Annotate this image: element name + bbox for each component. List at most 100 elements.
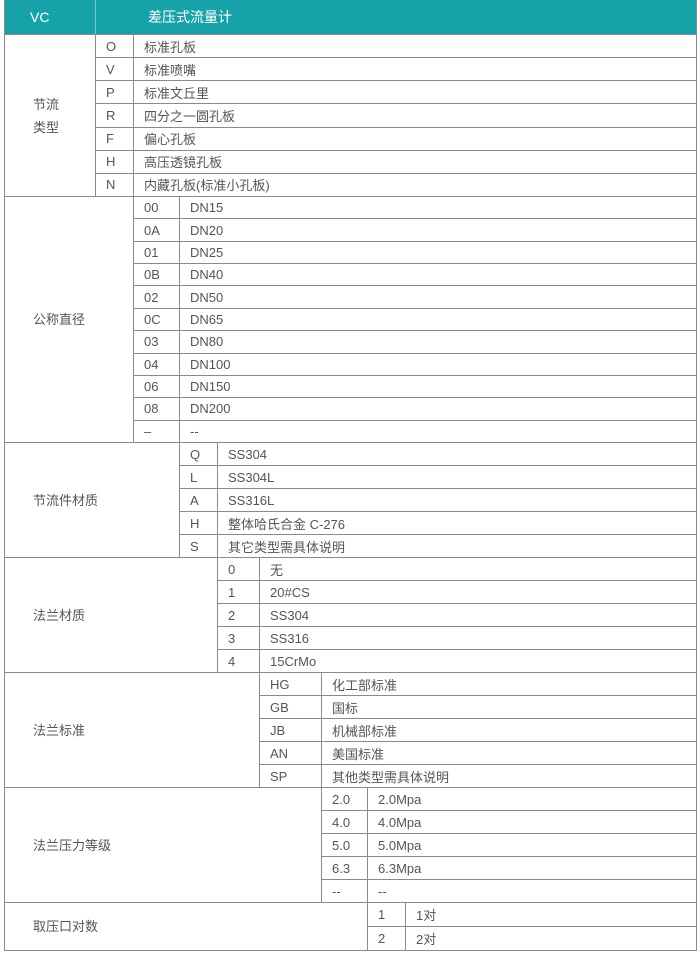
option-description: 机械部标准 xyxy=(332,723,398,739)
option-description: DN200 xyxy=(190,401,231,417)
option-description: 化工部标准 xyxy=(332,677,398,693)
table-row: R 四分之一圆孔板 xyxy=(96,104,696,128)
section-label: 法兰标准 xyxy=(5,673,260,787)
table-row: 0A DN20 xyxy=(134,219,696,242)
table-row: 2.0 2.0Mpa xyxy=(322,788,696,811)
table-row: – -- xyxy=(134,420,696,442)
option-code: 04 xyxy=(134,353,180,375)
section-label: 公称直径 xyxy=(5,197,134,442)
section-flange-material: 法兰材质 0 无 1 20#CS 2 SS304 3 SS316 4 15CrMo xyxy=(5,558,696,673)
option-description: 整体哈氏合金 C-276 xyxy=(228,516,346,532)
option-code: GB xyxy=(260,696,322,718)
option-description: DN80 xyxy=(190,334,224,350)
option-code: JB xyxy=(260,719,322,741)
table-row: V 标准喷嘴 xyxy=(96,58,696,82)
option-description: 标准文丘里 xyxy=(144,85,210,101)
option-code: 01 xyxy=(134,241,180,264)
table-row: 2 SS304 xyxy=(218,604,696,627)
option-description: DN100 xyxy=(190,356,231,372)
option-description: 偏心孔板 xyxy=(144,132,197,148)
option-code: 0A xyxy=(134,219,180,241)
option-description: 1对 xyxy=(416,908,437,923)
option-description: 高压透镜孔板 xyxy=(144,155,223,171)
table-row: 00 DN15 xyxy=(134,197,696,220)
option-code: N xyxy=(96,173,134,196)
option-code: 2 xyxy=(218,604,260,626)
table-row: P 标准文丘里 xyxy=(96,81,696,105)
table-row: 5.0 5.0Mpa xyxy=(322,834,696,857)
option-code: Q xyxy=(180,443,218,465)
section-label: 法兰材质 xyxy=(5,558,218,672)
option-description: 5.0Mpa xyxy=(378,837,422,853)
section-label: 法兰压力等级 xyxy=(5,788,322,902)
option-description: DN50 xyxy=(190,289,224,305)
option-description: 内藏孔板(标准小孔板) xyxy=(144,178,270,194)
option-code: 1 xyxy=(368,903,406,926)
option-code: 08 xyxy=(134,398,180,420)
table-row: 1 1对 xyxy=(368,903,696,927)
table-row: 2 2对 xyxy=(368,927,696,950)
option-description: 其他类型需具体说明 xyxy=(332,769,450,785)
table-row: 02 DN50 xyxy=(134,286,696,309)
table-row: F 偏心孔板 xyxy=(96,127,696,151)
section-flange-pressure: 法兰压力等级 2.0 2.0Mpa 4.0 4.0Mpa 5.0 5.0Mpa 6.3 6.3M… xyxy=(5,788,696,903)
table-row: 3 SS316 xyxy=(218,627,696,650)
option-code: 5.0 xyxy=(322,834,368,856)
option-description: 2.0Mpa xyxy=(378,791,422,807)
table-row: 0C DN65 xyxy=(134,308,696,332)
option-description: 国标 xyxy=(332,700,359,716)
table-row: 08 DN200 xyxy=(134,398,696,421)
option-code: F xyxy=(96,127,134,150)
table-row: A SS316L xyxy=(180,489,696,512)
option-description: -- xyxy=(378,883,387,899)
option-description: SS304L xyxy=(228,469,275,485)
option-code: SP xyxy=(260,765,322,787)
table-row: 03 DN80 xyxy=(134,331,696,354)
option-description: DN40 xyxy=(190,267,224,283)
option-description: 15CrMo xyxy=(270,653,317,669)
option-code: S xyxy=(180,535,218,557)
option-code: HG xyxy=(260,673,322,695)
option-code: V xyxy=(96,58,134,81)
table-row: SP 其他类型需具体说明 xyxy=(260,765,696,787)
table-row: HG 化工部标准 xyxy=(260,673,696,696)
option-code: A xyxy=(180,489,218,511)
option-description: DN15 xyxy=(190,200,224,216)
section-nominal-diameter: 公称直径 00 DN15 0A DN20 01 DN25 0B DN40 02 DN50 0C DN65… xyxy=(5,197,696,443)
option-code: 3 xyxy=(218,627,260,649)
option-description: DN25 xyxy=(190,244,224,260)
table-row: 4.0 4.0Mpa xyxy=(322,811,696,834)
table-row: 0B DN40 xyxy=(134,264,696,287)
section-throttle-type: 节流 类型 O 标准孔板 V 标准喷嘴 P 标准文丘里 R 四分之一圆孔板 F 偏心孔板 H 高压透镜孔… xyxy=(5,35,696,197)
table-row: L SS304L xyxy=(180,466,696,489)
option-code: H xyxy=(96,150,134,173)
option-code: 02 xyxy=(134,286,180,308)
option-code: 03 xyxy=(134,331,180,353)
option-code: -- xyxy=(322,880,368,902)
table-header: VC 差压式流量计 xyxy=(5,0,696,35)
table-row: 6.3 6.3Mpa xyxy=(322,857,696,880)
option-description: SS304 xyxy=(270,607,310,623)
section-flange-standard: 法兰标准 HG 化工部标准 GB 国标 JB 机械部标准 AN 美国标准 SP 其他类型需具体说明 xyxy=(5,673,696,788)
option-description: 其它类型需具体说明 xyxy=(228,539,346,555)
option-description: 2对 xyxy=(416,932,437,947)
table-row: N 内藏孔板(标准小孔板) xyxy=(96,173,696,196)
option-description: 4.0Mpa xyxy=(378,814,422,830)
option-code: H xyxy=(180,512,218,534)
table-row: H 高压透镜孔板 xyxy=(96,150,696,174)
option-description: 标准孔板 xyxy=(144,39,197,55)
option-code: P xyxy=(96,81,134,104)
option-description: 四分之一圆孔板 xyxy=(144,108,236,124)
option-description: 6.3Mpa xyxy=(378,860,422,876)
option-code: 0B xyxy=(134,264,180,286)
option-code: 6.3 xyxy=(322,857,368,879)
table-row: S 其它类型需具体说明 xyxy=(180,535,696,557)
option-code: 1 xyxy=(218,581,260,603)
section-label: 取压口对数 xyxy=(5,903,368,950)
option-code: 00 xyxy=(134,197,180,219)
header-title: 差压式流量计 xyxy=(148,9,232,25)
table-row: 4 15CrMo xyxy=(218,650,696,672)
option-code: 2.0 xyxy=(322,788,368,810)
option-code: AN xyxy=(260,742,322,764)
